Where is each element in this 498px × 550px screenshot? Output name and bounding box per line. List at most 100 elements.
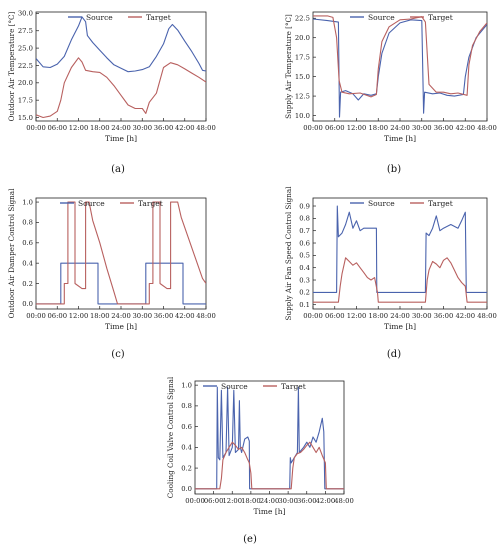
x-tick-label: 42:00 [455, 124, 475, 132]
x-tick-label: 30:00 [132, 312, 152, 320]
y-tick-label: 0.8 [299, 215, 310, 223]
legend-label-source: Source [221, 382, 248, 391]
y-tick-label: 27.5 [18, 27, 33, 35]
x-tick-label: 48:00 [196, 312, 216, 320]
x-tick-label: 48:00 [477, 312, 497, 320]
y-tick-label: 30.0 [18, 10, 33, 18]
x-axis-label: Time [h] [384, 322, 416, 331]
x-tick-label: 06:00 [47, 312, 67, 320]
x-tick-label: 00:00 [26, 124, 46, 132]
y-tick-label: 0.4 [181, 444, 192, 452]
y-axis-label: Cooling Coil Valve Control Signal [166, 376, 175, 498]
x-tick-label: 24:00 [111, 312, 131, 320]
x-tick-label: 24:00 [260, 497, 280, 505]
x-tick-label: 42:00 [175, 312, 195, 320]
panel-caption: (c) [111, 349, 125, 360]
legend-label-source: Source [86, 13, 113, 22]
x-tick-label: 36:00 [154, 312, 174, 320]
x-tick-label: 00:00 [303, 312, 323, 320]
x-tick-label: 24:00 [390, 124, 410, 132]
panel-e: 00:00 06:00 12:00 18:00 24:00 30:00 36:00 42:00… [166, 376, 354, 545]
y-tick-label: 0.3 [299, 276, 310, 284]
panel-caption: (d) [387, 349, 401, 360]
y-tick-label: 15.0 [295, 73, 310, 81]
x-tick-label: 24:00 [390, 312, 410, 320]
series-line-target [195, 441, 344, 490]
x-tick-label: 12:00 [69, 312, 89, 320]
y-tick-label: 0.1 [299, 301, 310, 309]
y-tick-label: 15.0 [18, 114, 33, 122]
x-tick-label: 00:00 [26, 312, 46, 320]
legend-label-target: Target [281, 382, 306, 391]
x-tick-label: 18:00 [368, 124, 388, 132]
x-tick-label: 18:00 [90, 312, 110, 320]
x-tick-label: 12:00 [222, 497, 242, 505]
x-tick-label: 30:00 [278, 497, 298, 505]
legend-label-source: Source [368, 199, 395, 208]
x-tick-label: 48:00 [334, 497, 354, 505]
y-tick-label: 10.0 [295, 112, 310, 120]
series-line-target [36, 201, 206, 305]
y-axis-label: Supply Air Temperature [°C] [284, 14, 293, 119]
x-tick-label: 36:00 [297, 497, 317, 505]
x-tick-label: 18:00 [90, 124, 110, 132]
x-axis-label: Time [h] [105, 322, 137, 331]
x-tick-label: 36:00 [154, 124, 174, 132]
x-tick-label: 48:00 [196, 124, 216, 132]
series-line-source [313, 205, 487, 293]
series-line-source [313, 18, 487, 118]
x-axis-label: Time [h] [253, 507, 285, 516]
panel-b: 00:00 06:00 12:00 18:00 24:00 30:00 36:00 42:00… [284, 11, 497, 175]
y-tick-label: 0.4 [22, 259, 33, 267]
y-tick-label: 0.9 [299, 202, 310, 210]
x-tick-label: 12:00 [69, 124, 89, 132]
legend-label-target: Target [146, 13, 171, 22]
x-tick-label: 48:00 [477, 124, 497, 132]
panel-caption: (e) [243, 534, 257, 545]
y-tick-label: 22.5 [295, 15, 310, 23]
legend-label-source: Source [78, 199, 105, 208]
series-line-target [36, 57, 206, 119]
x-tick-label: 42:00 [175, 124, 195, 132]
x-tick-label: 06:00 [47, 124, 67, 132]
y-tick-label: 1.0 [22, 198, 33, 206]
y-tick-label: 0.2 [22, 280, 33, 288]
x-tick-label: 42:00 [316, 497, 336, 505]
series-line-source [36, 16, 206, 73]
y-tick-label: 0.8 [22, 219, 33, 227]
x-tick-label: 06:00 [325, 124, 345, 132]
y-tick-label: 12.5 [295, 92, 310, 100]
y-tick-label: 17.5 [18, 96, 33, 104]
x-tick-label: 36:00 [434, 312, 454, 320]
y-axis-label: Supply Air Fan Speed Control Signal [284, 186, 293, 321]
y-tick-label: 0.5 [299, 252, 310, 260]
y-tick-label: 0.8 [181, 402, 192, 410]
y-tick-label: 0.2 [299, 289, 310, 297]
x-tick-label: 24:00 [111, 124, 131, 132]
y-tick-label: 20.0 [18, 79, 33, 87]
x-tick-label: 30:00 [412, 312, 432, 320]
y-tick-label: 0.0 [22, 300, 33, 308]
x-tick-label: 42:00 [455, 312, 475, 320]
x-axis-label: Time [h] [384, 134, 416, 143]
series-line-source [36, 262, 206, 305]
legend-label-source: Source [368, 13, 395, 22]
y-tick-label: 0.6 [181, 423, 192, 431]
x-tick-label: 30:00 [132, 124, 152, 132]
panel-c: 00:00 06:00 12:00 18:00 24:00 30:00 36:00 42:00… [7, 188, 216, 360]
x-tick-label: 00:00 [185, 497, 205, 505]
x-tick-label: 12:00 [347, 312, 367, 320]
x-tick-label: 06:00 [325, 312, 345, 320]
series-line-source [195, 386, 344, 490]
y-tick-label: 0.7 [299, 227, 310, 235]
panel-caption: (a) [111, 164, 125, 175]
series-line-target [313, 257, 487, 303]
legend-label-target: Target [428, 199, 453, 208]
x-tick-label: 18:00 [368, 312, 388, 320]
y-tick-label: 22.5 [18, 62, 33, 70]
x-tick-label: 00:00 [303, 124, 323, 132]
panel-a: 00:00 06:00 12:00 18:00 24:00 30:00 36:00 42:00… [7, 10, 216, 175]
x-tick-label: 12:00 [347, 124, 367, 132]
y-tick-label: 0.6 [22, 239, 33, 247]
